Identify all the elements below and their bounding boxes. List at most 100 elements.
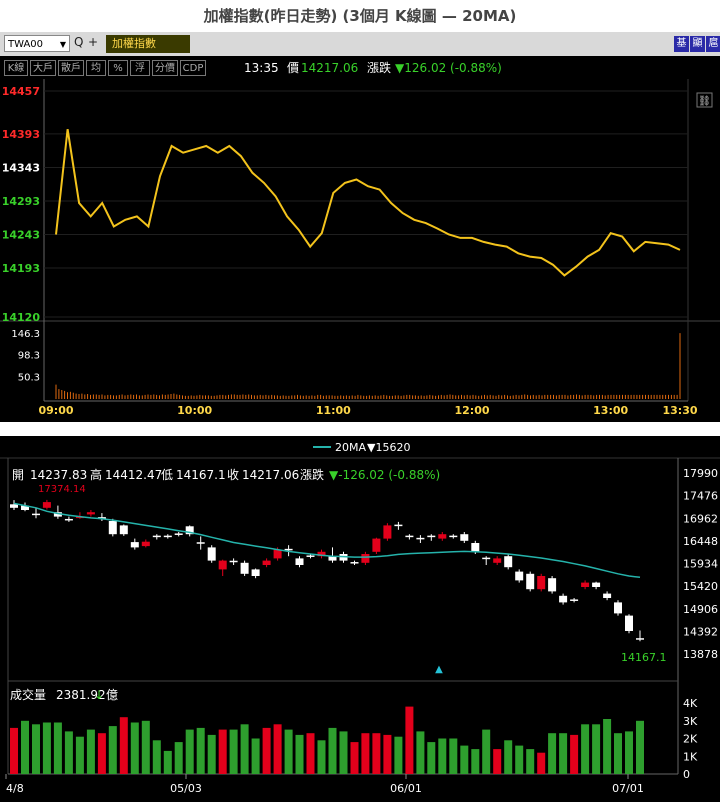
- kline-volume-bar: [21, 720, 29, 775]
- kline-chart: 20MA ▼15620 開 14237.83 高 14412.47 低 1416…: [0, 441, 720, 795]
- kline-volume-bar: [317, 740, 326, 774]
- time-tick-label: 13:00: [593, 404, 628, 417]
- change-value: ▼126.02 (-0.88%): [395, 61, 502, 75]
- ohlc-low-label: 低: [161, 468, 173, 482]
- kline-volume-bar: [75, 736, 84, 774]
- price-tick-label: 14193: [2, 262, 40, 275]
- scroll-marker-icon[interactable]: ▲: [435, 664, 443, 675]
- last-price-label: 14167.1: [621, 651, 667, 664]
- price-value: 14217.06: [301, 61, 359, 75]
- link-button[interactable]: [696, 92, 713, 108]
- ohlc-close: 14217.06: [242, 468, 299, 482]
- candle-body: [625, 615, 633, 631]
- ohlc-open-label: 開: [12, 468, 24, 482]
- candle-body: [559, 595, 568, 603]
- price-label: 價: [287, 61, 300, 75]
- candle-body: [592, 582, 601, 587]
- ohlc-change-label: 漲跌: [300, 467, 324, 482]
- kline-volume-bar: [152, 740, 161, 774]
- candle-body: [537, 576, 546, 590]
- link-icon: ⛓: [698, 95, 711, 107]
- kline-volume-bar: [86, 729, 95, 774]
- candle-body: [504, 556, 513, 568]
- tool-toolbar: K線 大戶 散戶 均 % 浮 分價 CDP 13:35 價 14217.06 漲…: [0, 57, 720, 79]
- candle-body: [130, 542, 139, 548]
- kline-volume-bar: [603, 719, 612, 774]
- kline-volume-bar: [251, 738, 260, 774]
- kline-volume-bar: [163, 750, 172, 774]
- kline-volume-bar: [592, 724, 601, 774]
- time-tick-label: 13:30: [662, 404, 697, 417]
- kline-tool[interactable]: K線: [4, 60, 28, 76]
- kline-volume-bar: [273, 724, 282, 774]
- display-button[interactable]: 顯: [690, 36, 705, 52]
- kline-candles: [10, 499, 644, 642]
- kline-volume-bar: [625, 731, 633, 774]
- kline-volume-bar: [504, 740, 513, 774]
- kline-volume-tick-label: 3K: [683, 715, 698, 728]
- ohlc-low: 14167.1: [176, 468, 226, 482]
- kline-volume-bar: [526, 749, 535, 774]
- kline-volume-bar: [405, 706, 414, 774]
- major-holder-tool[interactable]: 大戶: [30, 60, 56, 76]
- candle-body: [185, 526, 194, 535]
- extra-button[interactable]: 扈: [706, 36, 720, 52]
- kline-volume-bar: [108, 726, 117, 774]
- time-tick-label: 11:00: [316, 404, 351, 417]
- candle-body: [603, 593, 612, 598]
- candle-body: [614, 602, 622, 614]
- kline-volume-bar: [284, 729, 293, 774]
- page-title: 加權指數(昨日走勢) (3個月 K線圖 — 20MA): [203, 7, 517, 25]
- price-tick-label: 14293: [2, 195, 40, 208]
- intraday-volume-bars: [55, 333, 681, 399]
- ohlc-change: ▼-126.02 (-0.88%): [329, 468, 440, 482]
- kline-tick-label: 17990: [683, 467, 718, 480]
- chevron-down-icon[interactable]: ▼: [59, 40, 66, 49]
- kline-date-labels: 4/8 05/03 06/01 07/01: [5, 774, 644, 795]
- percent-tool[interactable]: %: [108, 60, 128, 76]
- symbol-input[interactable]: TWA00 ▼: [4, 35, 70, 52]
- kline-volume-bar: [636, 720, 644, 775]
- search-icon[interactable]: Q: [74, 35, 84, 49]
- kline-volume-tick-label: 2K: [683, 733, 698, 746]
- volume-tick-label: 98.3: [18, 351, 40, 362]
- kline-volume-bar: [350, 742, 359, 774]
- intraday-panel: TWA00 ▼ Q + 加權指數 基 顯 扈 K線 大戶 散戶 均 % 浮 分價…: [0, 32, 720, 422]
- quote-time: 13:35: [244, 61, 279, 75]
- intraday-price-line: [55, 129, 681, 277]
- kline-volume-bar: [438, 738, 447, 774]
- float-tool[interactable]: 浮: [130, 60, 150, 76]
- price-tick-label: 14120: [2, 311, 41, 324]
- ma-legend-value: ▼15620: [367, 441, 410, 454]
- candle-body: [273, 549, 282, 559]
- kline-date-label: 07/01: [612, 782, 644, 795]
- cdp-tool[interactable]: CDP: [180, 60, 206, 76]
- kline-volume-bar: [218, 729, 227, 774]
- kline-volume-bar: [493, 749, 502, 774]
- kline-volume-bar: [416, 731, 425, 774]
- kline-volume-bar: [185, 729, 194, 774]
- kline-volume-bar: [42, 722, 51, 774]
- kline-tick-label: 16962: [683, 512, 718, 525]
- kline-volume-bar: [295, 734, 304, 774]
- kline-volume-bar: [229, 729, 238, 774]
- candle-body: [493, 558, 502, 563]
- price-dist-tool[interactable]: 分價: [152, 60, 178, 76]
- retail-tool[interactable]: 散戶: [58, 60, 84, 76]
- intraday-chart: 14457 14393 14343 14293 14243 14193 14120 146.…: [0, 79, 720, 417]
- kline-volume-bar: [394, 736, 403, 774]
- kline-volume-bar: [32, 724, 40, 774]
- time-tick-label: 09:00: [38, 404, 73, 417]
- average-tool[interactable]: 均: [86, 60, 106, 76]
- volume-label: 成交量: [10, 687, 46, 702]
- fundamental-button[interactable]: 基: [674, 36, 689, 52]
- kline-volume-bar: [207, 734, 216, 774]
- add-icon[interactable]: +: [88, 35, 99, 49]
- kline-panel: 20MA ▼15620 開 14237.83 高 14412.47 低 1416…: [0, 436, 720, 802]
- candle-body: [251, 569, 260, 576]
- kline-tick-label: 17476: [683, 490, 718, 503]
- kline-volume-bar: [240, 724, 249, 774]
- candle-body: [515, 571, 524, 581]
- volume-tick-labels: 146.3 98.3 50.3: [11, 329, 40, 383]
- kline-volume-bar: [119, 717, 128, 774]
